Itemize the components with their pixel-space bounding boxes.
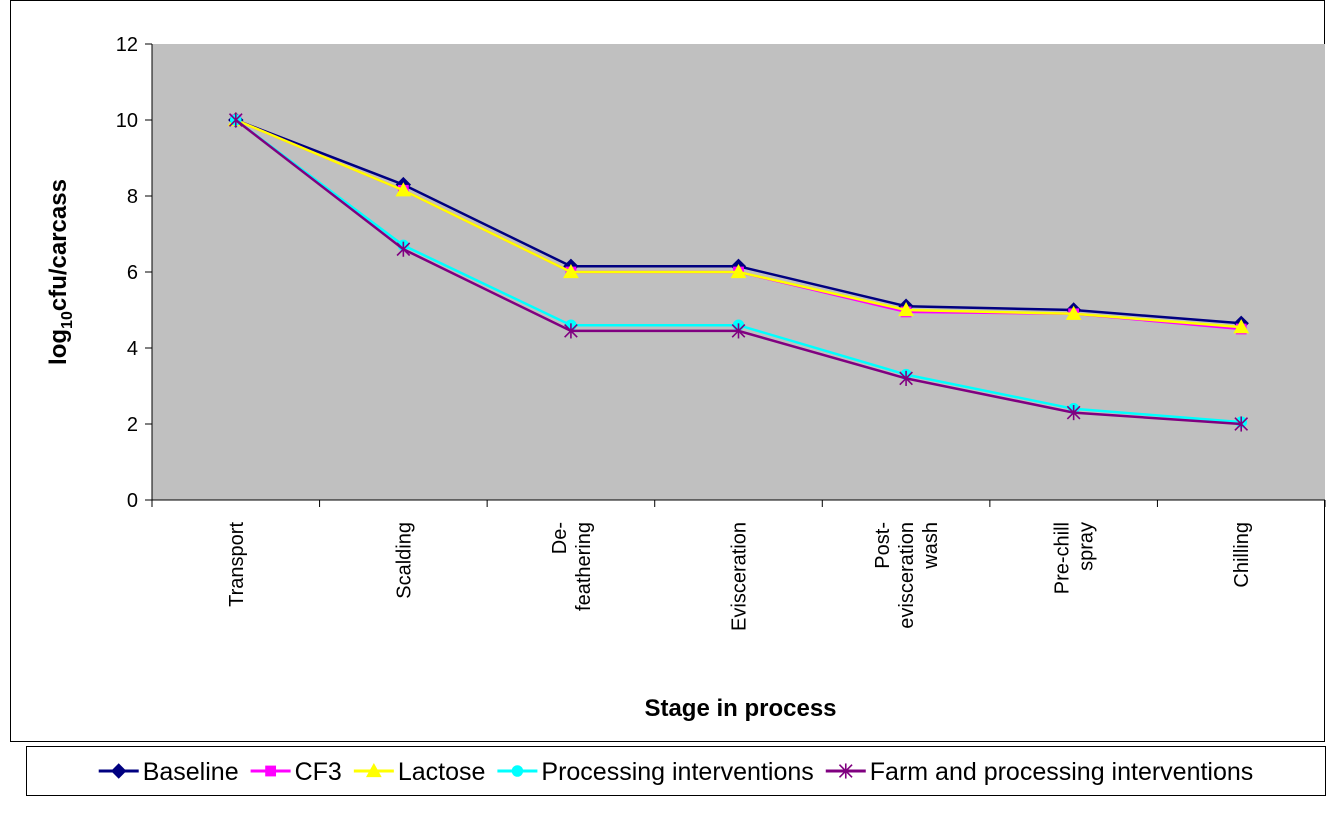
x-tick-label: Chilling — [1231, 522, 1253, 588]
data-point — [730, 263, 747, 279]
legend: Baseline CF3 Lactose Processing interventio… — [98, 758, 1254, 786]
data-point — [396, 241, 411, 257]
x-axis-title: Stage in process — [644, 695, 836, 722]
legend-item: Baseline — [98, 758, 239, 786]
y-axis-title-rest: cfu/carcass — [45, 179, 72, 311]
data-point — [564, 323, 578, 339]
legend-label: Baseline — [143, 758, 239, 786]
legend-swatch-marker — [365, 762, 382, 778]
legend-item: Processing interventions — [497, 758, 814, 786]
data-point — [731, 323, 746, 339]
y-tick-label: 0 — [127, 490, 138, 512]
x-tick-label: Scalding — [393, 522, 415, 599]
y-tick-label: 10 — [116, 110, 138, 132]
x-tick-label: Transport — [226, 522, 248, 607]
series-lactose — [227, 111, 1250, 334]
legend-label: CF3 — [295, 758, 342, 786]
legend-swatch-marker — [265, 765, 277, 777]
x-tick-label: De- — [549, 522, 571, 554]
series-layer — [227, 111, 1250, 432]
legend-label: Farm and processing interventions — [870, 758, 1254, 786]
y-axis-title: log10cfu/carcass — [45, 179, 76, 365]
x-tick-label: spray — [1076, 522, 1098, 571]
legend-item: Lactose — [353, 758, 486, 786]
data-point — [395, 182, 412, 197]
data-point — [1065, 305, 1082, 320]
data-point — [1066, 405, 1081, 421]
axes: 0 2 4 6 8 10 12 Transport Scalding De-feathering E… — [116, 34, 1326, 631]
y-tick-label: 12 — [116, 34, 138, 56]
data-point — [1234, 416, 1249, 432]
x-tick-label: Pre-chill — [1052, 522, 1074, 594]
y-tick-label: 8 — [127, 186, 138, 208]
legend-item: Farm and processing interventions — [825, 758, 1254, 786]
legend-swatch-marker — [838, 763, 853, 779]
legend-item: CF3 — [250, 758, 342, 786]
y-axis-title-main: log — [45, 329, 72, 365]
legend-label: Lactose — [398, 758, 486, 786]
legend-swatch-marker — [511, 765, 524, 777]
data-point — [563, 263, 579, 279]
legend-swatch-marker — [111, 763, 127, 779]
y-tick-label: 2 — [127, 414, 138, 436]
data-point — [228, 112, 243, 128]
series-farm-and-processing-interventions — [228, 112, 1249, 432]
y-axis-title-subscript: 10 — [59, 311, 76, 329]
x-tick-label: feathering — [573, 522, 595, 611]
data-point — [1233, 319, 1250, 334]
y-tick-label: 6 — [127, 262, 138, 284]
x-tick-label: Evisceration — [729, 522, 751, 631]
data-point — [898, 301, 914, 317]
x-tick-label: wash — [920, 522, 942, 570]
x-tick-label: Post- — [872, 522, 894, 569]
data-point — [899, 370, 913, 386]
legend-label: Processing interventions — [541, 758, 813, 786]
legend-box — [26, 746, 1326, 796]
x-tick-label: evisceration — [896, 522, 918, 629]
y-tick-label: 4 — [127, 338, 138, 360]
